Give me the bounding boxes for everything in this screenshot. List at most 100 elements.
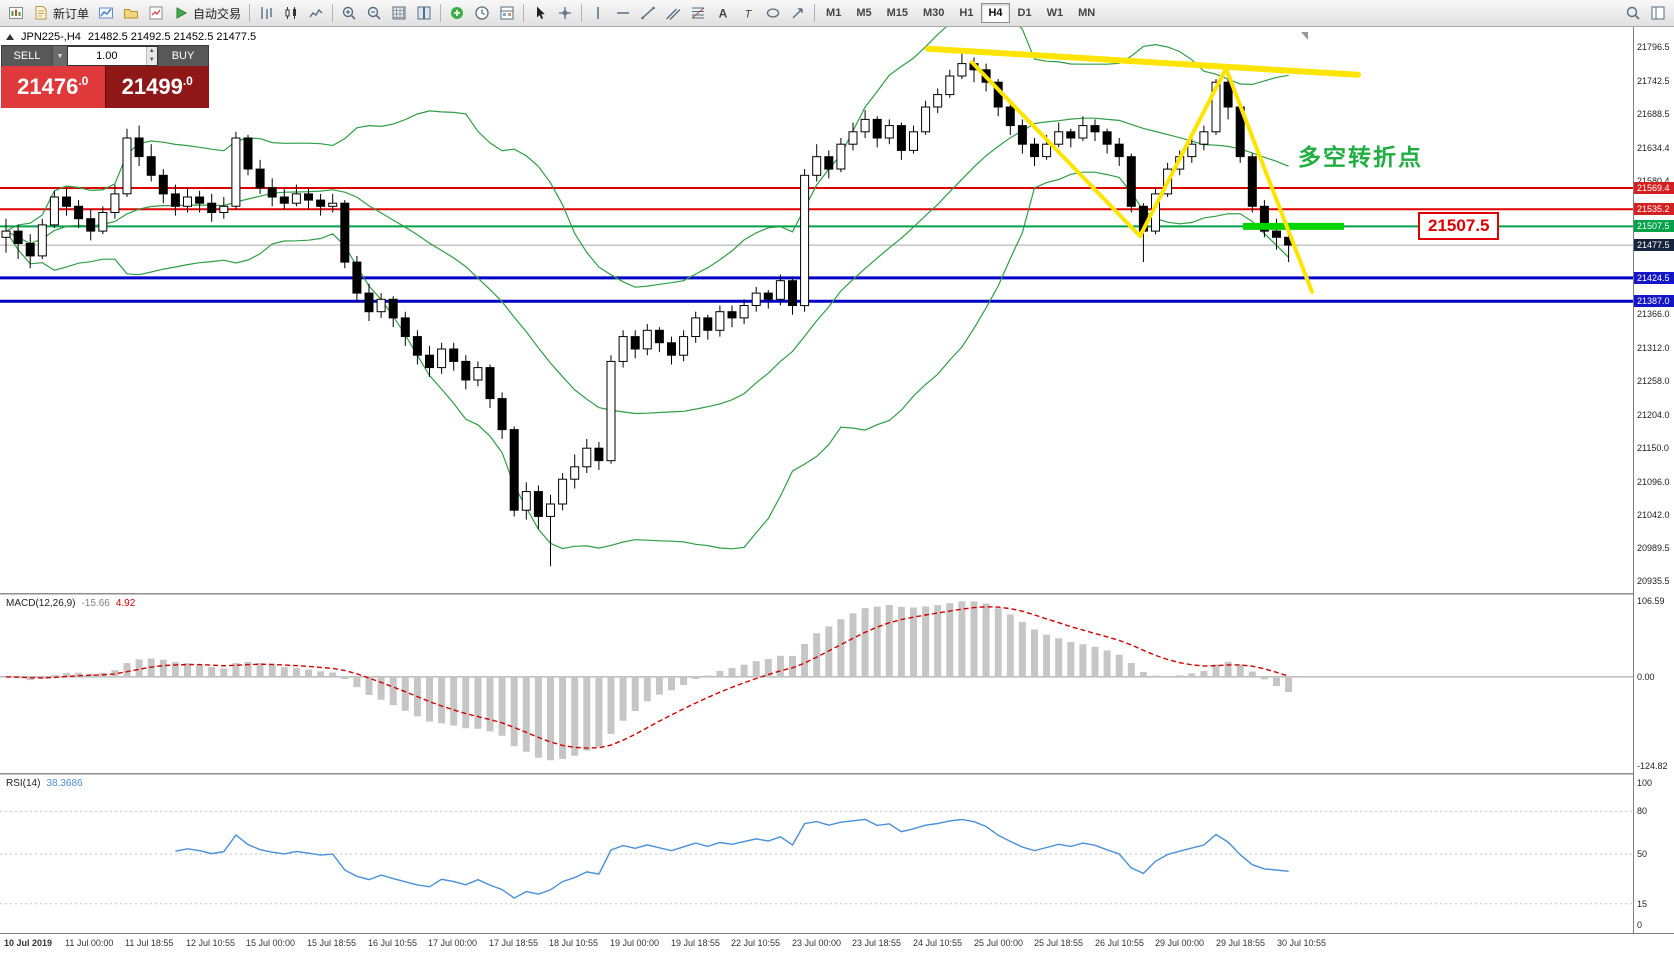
toolbar-navigator-button[interactable] — [1646, 2, 1670, 24]
volume-field: ▲ ▼ — [67, 46, 158, 66]
axis-tick-label: 0 — [1637, 920, 1643, 930]
panel-divider[interactable] — [0, 773, 1674, 775]
rsi-indicator-panel[interactable]: RSI(14) 38.3686 — [0, 775, 1633, 933]
toolbar-label-button[interactable]: T — [736, 2, 760, 24]
toolbar-hline-button[interactable] — [611, 2, 635, 24]
axis-tick-label: 21366.0 — [1637, 309, 1670, 319]
volume-input[interactable] — [68, 47, 146, 65]
text-icon: A — [719, 7, 728, 21]
label-icon: T — [745, 9, 753, 21]
toolbar-trendline-button[interactable] — [636, 2, 660, 24]
time-axis[interactable]: 10 Jul 2019 11 Jul 00:00 11 Jul 18:55 12 Ju… — [0, 933, 1674, 953]
toolbar-templates-button[interactable] — [495, 2, 519, 24]
date-label: 30 Jul 10:55 — [1277, 938, 1327, 948]
toolbar-crosshair-button[interactable] — [553, 2, 577, 24]
date-label: 22 Jul 10:55 — [731, 938, 781, 948]
axis-tick-label: 106.59 — [1637, 596, 1665, 606]
macd-signal-value: 4.92 — [115, 598, 136, 609]
toolbar-periods-button[interactable] — [470, 2, 494, 24]
toolbar-search-button[interactable] — [1621, 2, 1645, 24]
toolbar-new-order-button[interactable]: 新订单 — [29, 2, 93, 24]
toolbar-chart-window-button[interactable] — [4, 2, 28, 24]
toolbar-vline-button[interactable] — [586, 2, 610, 24]
volume-dropdown-button[interactable]: ▼ — [52, 46, 67, 66]
macd-indicator-panel[interactable]: MACD(12,26,9) -15.66 4.92 — [0, 595, 1633, 773]
tile-windows-icon — [417, 6, 431, 20]
line-chart-icon — [309, 8, 323, 18]
timeframe-mn-button[interactable]: MN — [1071, 3, 1102, 23]
date-label: 25 Jul 00:00 — [974, 938, 1024, 948]
price-line-label: 21535.2 — [1634, 203, 1674, 215]
candle-chart-icon — [285, 7, 297, 19]
buy-button[interactable]: BUY — [158, 46, 208, 66]
toolbar-grid-button[interactable] — [387, 2, 411, 24]
rsi-label: RSI(14) 38.3686 — [6, 778, 83, 789]
timeframe-d1-button[interactable]: D1 — [1011, 3, 1039, 23]
chevron-down-icon: ▼ — [56, 52, 64, 60]
date-label: 23 Jul 18:55 — [852, 938, 902, 948]
toolbar-indicators-button[interactable] — [445, 2, 469, 24]
timeframe-h1-button[interactable]: H1 — [952, 3, 980, 23]
sell-price: 21476 — [17, 74, 79, 99]
channel-icon — [666, 8, 681, 20]
symbol-info: JPN225-,H4 21482.5 21492.5 21452.5 21477… — [6, 31, 256, 43]
date-label: 10 Jul 2019 — [4, 938, 53, 948]
date-label: 11 Jul 18:55 — [125, 938, 174, 948]
toolbar-autotrade-button[interactable]: 自动交易 — [169, 2, 245, 24]
axis-tick-label: 21742.5 — [1637, 76, 1670, 86]
indicators-icon — [451, 7, 464, 19]
panel-divider[interactable] — [0, 593, 1674, 595]
axis-tick-label: 21634.4 — [1637, 143, 1670, 153]
toolbar-profiles-button[interactable] — [119, 2, 143, 24]
toolbar-channel-button[interactable] — [661, 2, 685, 24]
toolbar-fibonacci-button[interactable] — [686, 2, 710, 24]
toolbar-separator — [523, 4, 525, 22]
toolbar-new-chart-button[interactable] — [94, 2, 118, 24]
macd-label: MACD(12,26,9) -15.66 4.92 — [6, 598, 135, 609]
price-axis[interactable]: 21796.5 21742.5 21688.5 21634.4 21580.4 21366… — [1633, 27, 1674, 933]
timeframe-m5-button[interactable]: M5 — [849, 3, 878, 23]
toolbar-zoom-in-button[interactable] — [337, 2, 361, 24]
grid-icon — [392, 6, 406, 20]
toolbar-tile-windows-button[interactable] — [412, 2, 436, 24]
timeframe-m30-button[interactable]: M30 — [916, 3, 951, 23]
profiles-icon — [124, 9, 139, 19]
toolbar-arrows-button[interactable] — [786, 2, 810, 24]
buy-price-button[interactable]: 21499.0 — [105, 66, 209, 108]
main-chart-panel[interactable]: JPN225-,H4 21482.5 21492.5 21452.5 21477… — [0, 27, 1633, 593]
toolbar-cursor-button[interactable] — [528, 2, 552, 24]
toolbar-separator — [249, 4, 251, 22]
toolbar-candle-chart-button[interactable] — [279, 2, 303, 24]
shapes-icon — [766, 8, 780, 18]
toolbar-line-chart-button[interactable] — [304, 2, 328, 24]
toolbar-bar-chart-button[interactable] — [254, 2, 278, 24]
toolbar-zoom-out-button[interactable] — [362, 2, 386, 24]
toolbar-shapes-button[interactable] — [761, 2, 785, 24]
timeframe-m15-button[interactable]: M15 — [880, 3, 915, 23]
axis-tick-label: 21204.0 — [1637, 410, 1670, 420]
date-label: 19 Jul 18:55 — [671, 938, 721, 948]
volume-increase-button[interactable]: ▲ — [148, 48, 155, 54]
axis-tick-label: 100 — [1637, 778, 1653, 788]
zoom-out-icon — [367, 6, 381, 20]
axis-tick-label: 21580.4 — [1637, 176, 1670, 186]
sell-price-button[interactable]: 21476.0 — [1, 66, 106, 108]
axis-tick-label: 21312.0 — [1637, 343, 1670, 353]
timeframe-h4-button[interactable]: H4 — [981, 3, 1010, 23]
axis-tick-label: 21688.5 — [1637, 109, 1670, 119]
periods-icon — [475, 6, 489, 20]
price-line-label: 21507.5 — [1634, 220, 1674, 232]
timeframe-m1-button[interactable]: M1 — [819, 3, 848, 23]
main-toolbar: 新订单 自动交易 A T M1 M5 M15 M30 H1 H4 D1 W1 MN — [0, 0, 1674, 27]
toolbar-market-watch-button[interactable] — [144, 2, 168, 24]
axis-tick-label: 21150.0 — [1637, 443, 1669, 453]
toolbar-text-button[interactable]: A — [711, 2, 735, 24]
chart-window: JPN225-,H4 21482.5 21492.5 21452.5 21477… — [0, 27, 1674, 953]
volume-decrease-button[interactable]: ▼ — [148, 57, 155, 63]
axis-tick-label: 50 — [1637, 849, 1648, 859]
collapse-panel-icon[interactable] — [6, 34, 14, 40]
toolbar-button-label: 新订单 — [53, 6, 90, 21]
date-label: 18 Jul 10:55 — [549, 938, 599, 948]
sell-button[interactable]: SELL — [2, 46, 52, 66]
timeframe-w1-button[interactable]: W1 — [1040, 3, 1071, 23]
